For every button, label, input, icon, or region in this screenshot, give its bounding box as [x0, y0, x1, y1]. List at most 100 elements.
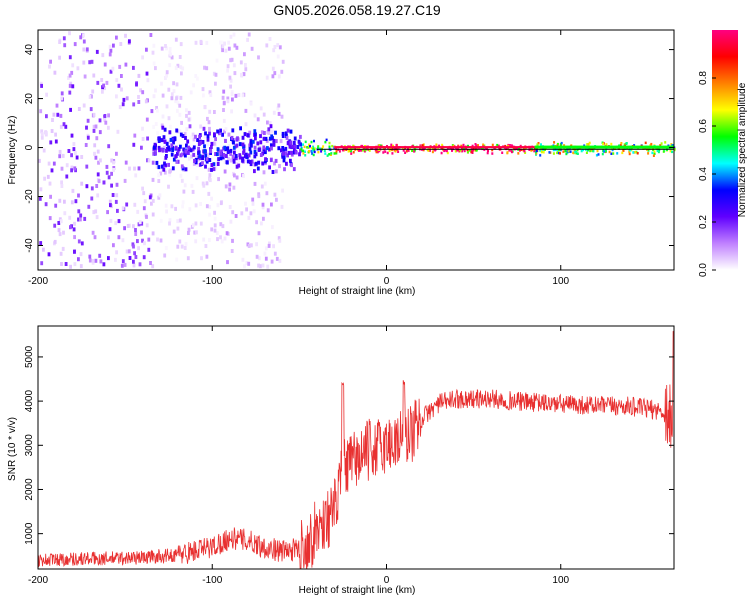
heatmap-cell — [586, 143, 589, 146]
y-tick-label: 5000 — [24, 345, 35, 368]
heatmap-cell — [242, 173, 245, 178]
heatmap-cell — [254, 152, 258, 157]
heatmap-cell — [298, 152, 301, 157]
heatmap-cell — [196, 76, 199, 81]
heatmap-cell — [159, 238, 163, 243]
heatmap-cell — [301, 149, 304, 153]
heatmap-cell — [164, 246, 168, 250]
heatmap-cell — [192, 152, 196, 157]
heatmap-cell — [50, 129, 54, 133]
heatmap-cell — [90, 186, 94, 191]
heatmap-cell — [75, 155, 79, 160]
heatmap-cell — [168, 130, 172, 135]
x-tick-label: -200 — [28, 575, 48, 586]
heatmap-cell — [264, 157, 267, 162]
heatmap-cell — [191, 223, 195, 228]
y-tick-label: 20 — [24, 93, 35, 105]
heatmap-cell — [141, 238, 144, 243]
heatmap-cell — [172, 140, 175, 145]
heatmap-cell — [109, 48, 113, 53]
heatmap-cell — [371, 147, 374, 150]
heatmap-cell — [157, 136, 161, 141]
heatmap-cell — [313, 148, 316, 152]
heatmap-cell — [463, 149, 466, 153]
heatmap-cell — [190, 154, 193, 159]
heatmap-cell — [257, 147, 261, 152]
heatmap-cell — [118, 64, 122, 69]
heatmap-cell — [175, 128, 179, 133]
heatmap-cell — [660, 142, 663, 145]
heatmap-cell — [440, 151, 443, 155]
heatmap-cell — [165, 148, 168, 153]
heatmap-cell — [234, 93, 238, 98]
heatmap-cell — [216, 147, 220, 152]
heatmap-cell — [308, 150, 311, 153]
heatmap-cell — [145, 214, 148, 219]
heatmap-cell — [171, 145, 174, 150]
heatmap-cell — [79, 264, 83, 269]
heatmap-cell — [304, 140, 307, 144]
heatmap-cell — [597, 153, 600, 156]
heatmap-cell — [254, 132, 257, 137]
heatmap-cell — [185, 108, 188, 113]
heatmap-cell — [203, 144, 206, 149]
heatmap-cell — [195, 155, 198, 160]
heatmap-cell — [152, 151, 156, 156]
heatmap-cell — [222, 118, 226, 123]
heatmap-cell — [438, 144, 441, 148]
heatmap-cell — [611, 148, 614, 152]
heatmap-cell — [60, 262, 63, 266]
heatmap-cell — [184, 241, 188, 246]
heatmap-cell — [313, 139, 315, 143]
heatmap-cell — [250, 159, 254, 164]
heatmap-cell — [470, 150, 473, 154]
heatmap-cell — [467, 144, 469, 148]
heatmap-cell — [657, 150, 660, 154]
heatmap-cell — [167, 87, 171, 92]
heatmap-cell — [548, 151, 551, 154]
heatmap-cell — [552, 148, 555, 152]
heatmap-cell — [231, 97, 234, 102]
heatmap-cell — [262, 136, 266, 141]
heatmap-cell — [576, 148, 579, 152]
heatmap-cell — [257, 55, 260, 60]
heatmap-cell — [226, 68, 229, 73]
heatmap-cell — [73, 262, 77, 267]
heatmap-cell — [260, 221, 263, 226]
heatmap-cell — [82, 39, 86, 44]
heatmap-cell — [178, 218, 182, 223]
heatmap-cell — [92, 210, 96, 215]
heatmap-cell — [201, 161, 204, 166]
heatmap-cell — [644, 141, 647, 145]
heatmap-cell — [224, 127, 228, 132]
colorbar-tick-label: 0.2 — [698, 215, 709, 229]
heatmap-cell — [286, 141, 290, 146]
heatmap-cell — [95, 136, 99, 141]
heatmap-cell — [228, 75, 232, 80]
heatmap-cell — [48, 64, 51, 69]
heatmap-cell — [126, 224, 130, 228]
heatmap-cell — [114, 257, 117, 262]
heatmap-cell — [62, 230, 65, 235]
y-tick-label: 1000 — [24, 522, 35, 545]
heatmap-cell — [221, 48, 224, 53]
heatmap-cell — [620, 142, 623, 145]
heatmap-cell — [251, 139, 255, 144]
snr-panel: -200 -100 0 100 1000 2000 3000 4000 5000 Height… — [7, 325, 675, 596]
heatmap-cell — [634, 150, 637, 154]
heatmap-cell — [229, 78, 233, 83]
heatmap-cell — [189, 90, 193, 95]
heatmap-cell — [568, 149, 571, 153]
heatmap-cell — [167, 145, 170, 150]
heatmap-cell — [60, 166, 64, 171]
heatmap-cell — [237, 93, 241, 97]
heatmap-cell — [150, 109, 154, 114]
heatmap-cell — [482, 143, 485, 146]
snr-x-ticks: -200 -100 0 100 — [28, 326, 570, 586]
heatmap-cell — [364, 148, 367, 152]
heatmap-cell — [241, 156, 245, 161]
y-tick-label: 3000 — [24, 434, 35, 457]
heatmap-cell — [328, 141, 331, 145]
heatmap-cell — [86, 135, 90, 140]
heatmap-cell — [286, 128, 290, 133]
